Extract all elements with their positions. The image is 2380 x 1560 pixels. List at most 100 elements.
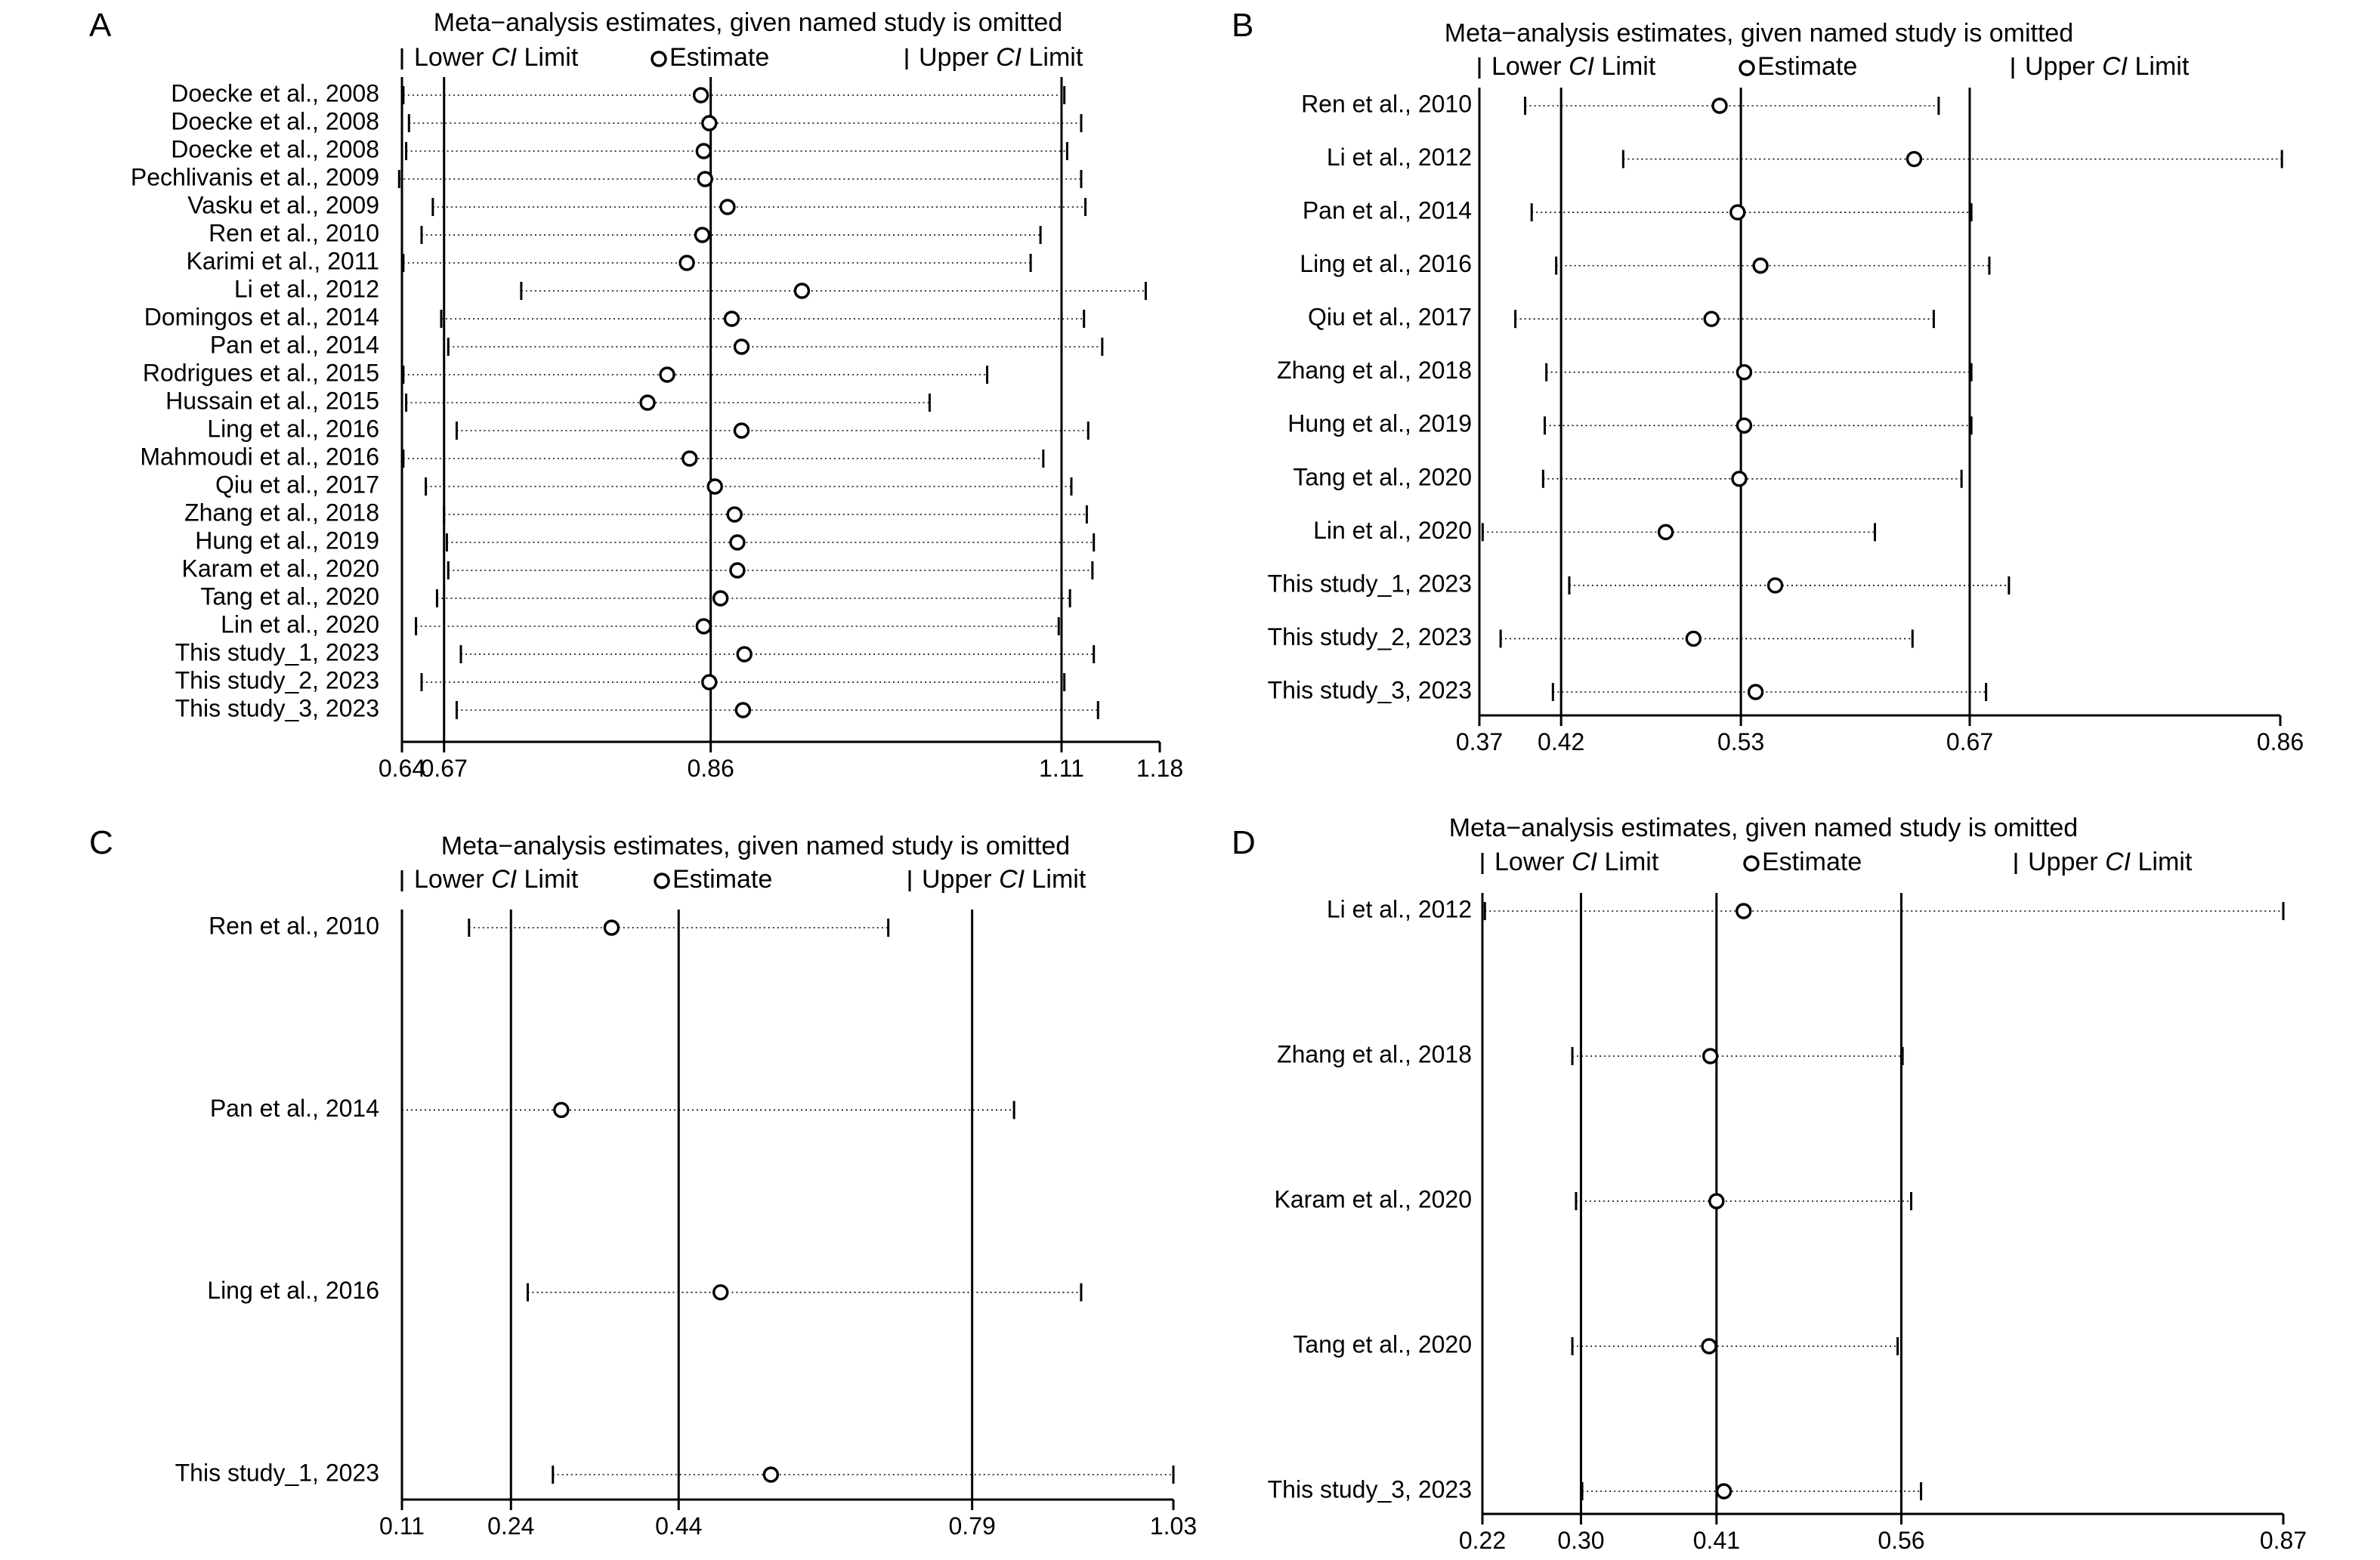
study-row: Pechlivanis et al., 2009 [131, 163, 1083, 190]
x-tick-label: 0.67 [1946, 728, 1993, 755]
study-label: This study_2, 2023 [175, 666, 379, 694]
study-label: Pan et al., 2014 [1303, 197, 1472, 224]
study-row: Domingos et al., 2014 [144, 303, 1086, 330]
study-row: Karam et al., 2020 [182, 554, 1094, 582]
study-row: Zhang et al., 2018 [184, 499, 1088, 526]
legend: Lower CI Limit Upper CI Limit Estimate [1478, 52, 2190, 81]
panel-title: Meta−analysis estimates, given named stu… [1449, 814, 2078, 842]
estimate-point [1736, 903, 1752, 919]
estimate-point [733, 338, 750, 355]
study-label: Mahmoudi et al., 2016 [140, 443, 379, 470]
study-label: This study_1, 2023 [175, 1459, 379, 1486]
study-label: This study_1, 2023 [1268, 570, 1472, 597]
study-label: Vasku et al., 2009 [187, 191, 379, 218]
x-tick-label: 0.86 [2257, 728, 2304, 755]
estimate-point [734, 702, 752, 718]
study-label: Zhang et al., 2018 [184, 499, 379, 526]
study-label: Karimi et al., 2011 [186, 247, 379, 274]
estimate-point [712, 1284, 729, 1301]
estimate-point [729, 534, 746, 551]
legend-lower-label: Lower CI Limit [414, 43, 579, 72]
study-label: Doecke et al., 2008 [171, 135, 379, 162]
estimate-point [762, 1466, 780, 1483]
study-row: Ling et al., 2016 [207, 415, 1090, 442]
estimate-point [1701, 1338, 1717, 1355]
study-row: Tang et al., 2020 [200, 582, 1071, 610]
estimate-point [659, 366, 675, 383]
estimate-point [695, 618, 712, 635]
estimate-point [1747, 684, 1764, 700]
x-tick-label: 1.18 [1136, 755, 1183, 782]
study-row: Doecke et al., 2008 [171, 107, 1083, 134]
study-label: Hung et al., 2019 [1287, 410, 1472, 437]
study-row: Doecke et al., 2008 [171, 79, 1066, 107]
panel-letter: A [89, 7, 112, 44]
study-label: Tang et al., 2020 [200, 582, 379, 610]
study-label: This study_3, 2023 [175, 694, 379, 721]
study-label: Ling et al., 2016 [207, 1277, 379, 1304]
study-row: This study_1, 2023 [1268, 570, 2011, 597]
study-row: Tang et al., 2020 [1293, 1330, 1899, 1358]
study-row: Ren et al., 2010 [209, 219, 1042, 246]
study-row: Qiu et al., 2017 [215, 471, 1073, 498]
legend-upper-label: Upper CI Limit [2025, 52, 2190, 81]
estimate-point [694, 227, 711, 243]
estimate-point [678, 255, 695, 271]
study-label: Karam et al., 2020 [1275, 1185, 1472, 1212]
x-tick-label: 0.64 [379, 755, 425, 782]
study-label: Li et al., 2012 [1327, 895, 1472, 922]
study-label: Doecke et al., 2008 [171, 107, 379, 134]
estimate-point [1711, 97, 1728, 114]
study-row: Karam et al., 2020 [1275, 1185, 1913, 1212]
legend-estimate-label: Estimate [672, 865, 772, 894]
x-tick-label: 1.11 [1039, 755, 1084, 782]
legend-estimate-marker-icon [1739, 60, 1755, 76]
estimate-point [1766, 577, 1784, 594]
study-label: Zhang et al., 2018 [1277, 357, 1472, 384]
study-row: Hung et al., 2019 [1287, 410, 1973, 437]
legend: Lower CI Limit Upper CI Limit Estimate [400, 43, 1083, 72]
study-row: Li et al., 2012 [1327, 895, 2285, 922]
study-label: Qiu et al., 2017 [215, 471, 379, 498]
estimate-point [723, 310, 740, 327]
legend-estimate-marker-icon [1743, 855, 1760, 872]
legend-lower-label: Lower CI Limit [1491, 52, 1656, 81]
study-row: Li et al., 2012 [1327, 144, 2283, 171]
legend-upper-label: Upper CI Limit [2028, 848, 2193, 876]
x-tick-label: 0.86 [687, 755, 734, 782]
legend-lower-label: Lower CI Limit [1494, 848, 1659, 876]
estimate-point [1736, 364, 1753, 381]
study-row: Ren et al., 2010 [1301, 90, 1940, 117]
estimate-point [736, 646, 753, 663]
study-label: Tang et al., 2020 [1293, 463, 1472, 490]
study-row: Hung et al., 2019 [195, 527, 1096, 554]
panel-a: A Meta−analysis estimates, given named st… [89, 7, 1183, 782]
study-row: Ling et al., 2016 [1300, 250, 1991, 277]
panel-title: Meta−analysis estimates, given named stu… [1445, 19, 2073, 48]
estimate-point [729, 562, 746, 579]
study-row: Ling et al., 2016 [207, 1277, 1083, 1304]
estimate-point [1729, 204, 1746, 221]
estimate-point [1752, 257, 1769, 274]
x-tick-label: 0.24 [487, 1512, 534, 1540]
study-label: Pechlivanis et al., 2009 [131, 163, 379, 190]
estimate-point [1657, 524, 1674, 541]
estimate-point [1906, 150, 1923, 168]
x-tick-label: 0.11 [379, 1512, 425, 1540]
study-label: Hung et al., 2019 [195, 527, 379, 554]
study-label: Lin et al., 2020 [1313, 517, 1472, 544]
study-row: Li et al., 2012 [234, 275, 1147, 302]
study-label: Ling et al., 2016 [1300, 250, 1472, 277]
study-row: This study_3, 2023 [1268, 676, 1988, 703]
legend-estimate-label: Estimate [1762, 848, 1862, 876]
estimate-point [639, 394, 656, 411]
x-tick-label: 0.44 [655, 1512, 702, 1540]
estimate-point [712, 590, 729, 607]
estimate-point [1708, 1193, 1725, 1209]
estimate-point [682, 450, 698, 467]
study-label: Hussain et al., 2015 [165, 387, 379, 414]
x-tick-label: 0.79 [949, 1512, 996, 1540]
legend-estimate-marker-icon [651, 51, 667, 67]
study-row: This study_1, 2023 [175, 638, 1096, 666]
x-tick-label: 0.22 [1459, 1527, 1506, 1554]
